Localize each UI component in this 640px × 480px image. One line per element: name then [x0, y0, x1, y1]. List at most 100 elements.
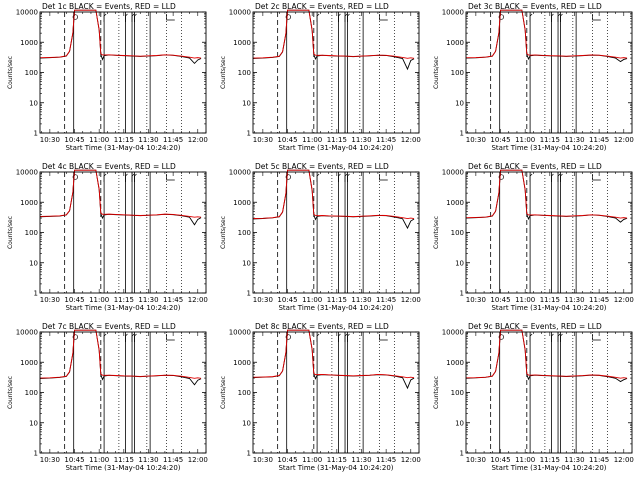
x-tick-label: 11:00 — [515, 136, 535, 144]
y-tick-label: 100 — [238, 69, 251, 77]
x-axis-title: Start Time (31-May-04 10:24:20) — [491, 464, 606, 472]
x-axis-title: Start Time (31-May-04 10:24:20) — [491, 144, 606, 152]
event-hook-marker — [316, 13, 320, 22]
y-tick-label: 10000 — [16, 9, 38, 17]
event-hook-marker — [551, 13, 554, 22]
top-marker-group — [72, 173, 175, 182]
event-circle-marker — [72, 14, 78, 20]
y-tick-label: 100 — [238, 229, 251, 237]
x-tick-label: 11:15 — [114, 456, 134, 464]
y-tick-label: 1000 — [20, 199, 38, 207]
plot-frame — [465, 331, 633, 454]
x-tick-label: 10:45 — [490, 456, 510, 464]
panel-title: Det 1c BLACK = Events, RED = LLD — [42, 2, 176, 11]
plot-frame — [465, 11, 633, 134]
event-box-marker — [592, 174, 601, 181]
event-hook-marker — [557, 173, 561, 182]
event-box-marker — [592, 14, 601, 21]
x-tick-label: 11:15 — [114, 136, 134, 144]
top-marker-group — [498, 173, 601, 182]
lld-series-line — [40, 329, 202, 379]
y-tick-label: 10000 — [442, 329, 464, 337]
event-hook-marker — [131, 13, 135, 22]
event-hook-marker — [134, 13, 137, 22]
top-marker-group — [285, 333, 388, 342]
event-hook-marker — [344, 333, 348, 342]
event-hook-marker — [338, 173, 341, 182]
panel-title: Det 3c BLACK = Events, RED = LLD — [468, 2, 602, 11]
detector-panel-2: Counts/sec 1 10 100 1000 10000 10:30 10:45 11:00… — [220, 2, 421, 152]
series-group — [466, 9, 628, 63]
x-tick-label: 11:15 — [540, 296, 560, 304]
x-tick-label: 11:00 — [302, 136, 322, 144]
x-tick-label: 11:00 — [302, 456, 322, 464]
plot-frame — [39, 171, 207, 294]
detector-panel-3: Counts/sec 1 10 100 1000 10000 10:30 10:45 11:00… — [433, 2, 634, 152]
x-tick-label: 12:00 — [614, 296, 634, 304]
x-axis-title: Start Time (31-May-04 10:24:20) — [65, 304, 180, 312]
x-tick-label: 11:15 — [327, 456, 347, 464]
event-circle-marker — [498, 174, 504, 180]
event-hook-marker — [551, 173, 554, 182]
y-tick-label: 10000 — [229, 329, 251, 337]
y-tick-label: 1000 — [446, 359, 464, 367]
plot-frame — [252, 171, 420, 294]
event-box-marker — [379, 174, 388, 181]
event-circle-marker — [285, 14, 291, 20]
event-hook-marker — [347, 173, 350, 182]
y-axis-label: Counts/sec — [433, 216, 440, 249]
x-axis-title: Start Time (31-May-04 10:24:20) — [65, 464, 180, 472]
y-tick-label: 10 — [29, 259, 38, 267]
events-series-line — [466, 9, 628, 63]
y-tick-label: 1 — [460, 450, 464, 458]
x-tick-label: 12:00 — [614, 456, 634, 464]
y-tick-label: 10 — [242, 259, 251, 267]
x-tick-label: 11:45 — [163, 456, 183, 464]
x-tick-label: 10:45 — [277, 296, 297, 304]
x-tick-label: 10:30 — [253, 296, 273, 304]
event-hook-marker — [347, 13, 350, 22]
plot-frame — [39, 331, 207, 454]
event-box-marker — [592, 334, 601, 341]
event-box-marker — [379, 334, 388, 341]
x-tick-label: 11:00 — [89, 296, 109, 304]
event-circle-marker — [498, 334, 504, 340]
event-hook-marker — [316, 333, 320, 342]
x-tick-label: 11:45 — [589, 296, 609, 304]
y-tick-label: 1 — [247, 290, 251, 298]
y-tick-label: 100 — [25, 69, 38, 77]
y-tick-label: 100 — [451, 389, 464, 397]
x-tick-label: 10:45 — [490, 136, 510, 144]
x-axis-title: Start Time (31-May-04 10:24:20) — [278, 464, 393, 472]
y-tick-label: 10000 — [442, 9, 464, 17]
events-series-line — [253, 9, 415, 71]
series-group — [40, 9, 202, 65]
event-circle-marker — [72, 174, 78, 180]
top-marker-group — [498, 13, 601, 22]
lld-series-line — [253, 9, 415, 59]
detector-panel-8: Counts/sec 1 10 100 1000 10000 10:30 10:45 11:00… — [220, 322, 421, 472]
event-hook-marker — [551, 333, 554, 342]
y-axis-label: Counts/sec — [7, 56, 14, 89]
y-tick-label: 10 — [455, 259, 464, 267]
event-hook-marker — [125, 333, 128, 342]
y-tick-label: 100 — [451, 229, 464, 237]
top-marker-group — [285, 13, 388, 22]
y-tick-label: 10 — [455, 419, 464, 427]
lld-series-line — [40, 169, 202, 218]
events-series-line — [253, 329, 415, 390]
series-group — [40, 329, 202, 386]
y-tick-label: 10000 — [229, 9, 251, 17]
series-group — [466, 169, 628, 223]
panel-title: Det 8c BLACK = Events, RED = LLD — [255, 322, 389, 331]
detector-panel-7: Counts/sec 1 10 100 1000 10000 10:30 10:45 11:00… — [7, 322, 208, 472]
y-axis-label: Counts/sec — [433, 376, 440, 409]
y-axis-label: Counts/sec — [220, 56, 227, 89]
y-tick-label: 10000 — [16, 329, 38, 337]
panel-title: Det 7c BLACK = Events, RED = LLD — [42, 322, 176, 331]
x-tick-label: 11:15 — [540, 456, 560, 464]
x-tick-label: 10:30 — [40, 296, 60, 304]
x-tick-label: 10:45 — [490, 296, 510, 304]
